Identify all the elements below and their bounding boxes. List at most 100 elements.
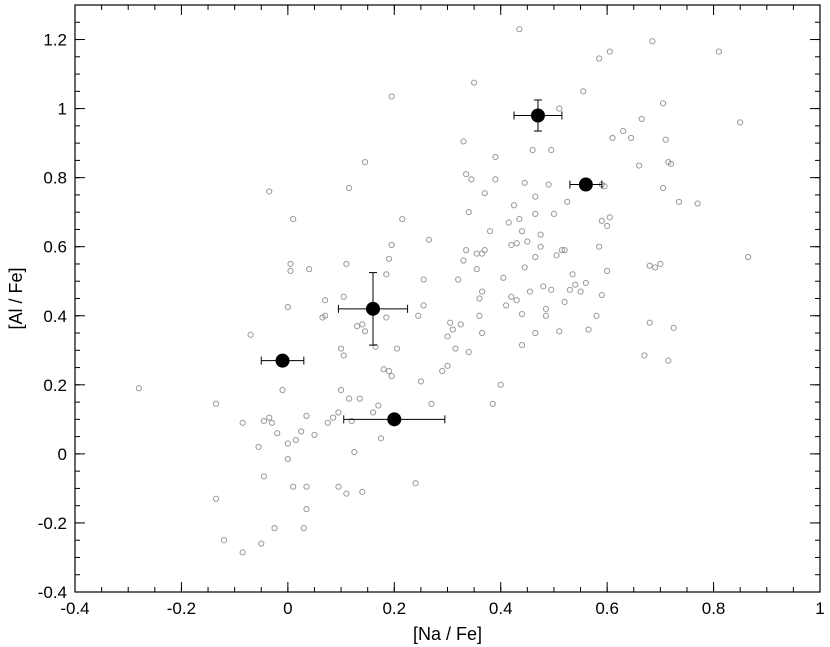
open-data-point bbox=[303, 483, 310, 490]
open-data-point bbox=[447, 319, 454, 326]
open-data-point bbox=[460, 257, 467, 264]
open-data-point bbox=[399, 215, 406, 223]
y-tick-label: -0.4 bbox=[38, 583, 67, 602]
open-data-point bbox=[620, 127, 627, 135]
open-data-point bbox=[359, 321, 366, 328]
open-data-point bbox=[353, 323, 361, 330]
open-data-point bbox=[476, 312, 483, 319]
open-data-point bbox=[412, 480, 419, 487]
open-data-point bbox=[335, 483, 342, 490]
open-data-point bbox=[465, 209, 472, 216]
open-data-point bbox=[580, 88, 587, 95]
open-data-point bbox=[537, 243, 544, 250]
open-data-point bbox=[311, 431, 318, 438]
filled-data-point bbox=[387, 412, 402, 427]
open-data-point bbox=[561, 247, 568, 254]
open-data-point bbox=[444, 333, 451, 340]
open-data-point bbox=[284, 440, 291, 447]
x-tick-label: 1 bbox=[815, 599, 824, 618]
open-data-point bbox=[258, 540, 265, 547]
open-data-point bbox=[266, 414, 273, 421]
open-data-point bbox=[287, 267, 294, 274]
open-data-point bbox=[420, 302, 427, 309]
open-data-point bbox=[737, 119, 744, 126]
open-data-point bbox=[420, 276, 427, 283]
open-data-point bbox=[585, 326, 592, 333]
open-data-point bbox=[255, 443, 262, 451]
open-data-point bbox=[279, 386, 286, 394]
open-data-point bbox=[646, 262, 653, 269]
y-tick-label: 0.2 bbox=[43, 376, 67, 395]
open-data-point bbox=[627, 134, 635, 142]
open-data-point bbox=[596, 55, 603, 62]
open-data-point bbox=[510, 202, 518, 209]
open-data-point bbox=[598, 291, 605, 299]
open-data-point bbox=[638, 115, 645, 123]
y-tick-label: 0 bbox=[58, 445, 67, 464]
open-data-point bbox=[463, 247, 470, 254]
open-data-point bbox=[324, 419, 331, 426]
open-data-point bbox=[542, 312, 550, 319]
open-data-point bbox=[303, 412, 310, 419]
filled-data-point bbox=[530, 108, 545, 123]
open-data-point bbox=[694, 200, 701, 207]
open-data-point bbox=[596, 243, 603, 250]
x-axis-label: [Na / Fe] bbox=[413, 624, 482, 644]
open-data-point bbox=[388, 93, 395, 100]
open-data-point bbox=[385, 255, 393, 262]
open-data-point bbox=[508, 293, 515, 300]
open-data-point bbox=[460, 138, 467, 145]
open-data-point bbox=[340, 293, 347, 300]
open-data-point bbox=[556, 328, 563, 335]
open-data-point bbox=[476, 295, 483, 302]
open-data-point bbox=[513, 240, 520, 247]
open-data-point bbox=[518, 342, 526, 349]
y-tick-label: 1 bbox=[58, 100, 67, 119]
open-data-point bbox=[550, 210, 558, 218]
open-data-point bbox=[489, 400, 496, 407]
open-data-point bbox=[274, 430, 281, 437]
open-data-point bbox=[518, 228, 526, 235]
open-data-point bbox=[212, 400, 220, 407]
plot-frame bbox=[74, 4, 821, 593]
open-data-point bbox=[556, 105, 563, 112]
open-data-point bbox=[532, 329, 539, 337]
open-data-point bbox=[271, 525, 278, 532]
open-data-point bbox=[598, 217, 605, 224]
open-data-point bbox=[415, 312, 422, 319]
open-data-point bbox=[380, 366, 387, 373]
open-data-point bbox=[428, 400, 435, 407]
open-data-point bbox=[322, 312, 329, 319]
open-data-point bbox=[361, 159, 369, 166]
open-data-point bbox=[662, 136, 669, 143]
open-data-point bbox=[500, 274, 507, 281]
open-data-point bbox=[548, 286, 555, 293]
open-data-point bbox=[505, 219, 512, 226]
open-data-point bbox=[303, 506, 310, 513]
open-data-point bbox=[335, 409, 342, 416]
open-data-point bbox=[606, 214, 613, 221]
open-data-point bbox=[322, 297, 329, 304]
open-data-point bbox=[417, 378, 424, 385]
open-data-point bbox=[577, 288, 584, 295]
open-data-point bbox=[521, 179, 528, 186]
open-data-point bbox=[351, 449, 358, 456]
open-data-point bbox=[452, 345, 459, 352]
open-data-point bbox=[356, 395, 363, 402]
open-data-point bbox=[572, 281, 579, 288]
open-data-point bbox=[463, 171, 470, 178]
y-tick-label: 0.6 bbox=[43, 238, 67, 257]
open-data-point bbox=[561, 298, 568, 306]
open-data-point bbox=[564, 198, 571, 205]
open-data-point bbox=[508, 241, 515, 249]
open-data-point bbox=[345, 184, 353, 192]
open-data-point bbox=[247, 331, 254, 338]
open-data-point bbox=[582, 279, 589, 287]
open-data-point bbox=[659, 100, 667, 107]
open-data-point bbox=[566, 286, 573, 293]
open-data-point bbox=[444, 362, 451, 369]
open-data-point bbox=[606, 48, 613, 55]
open-data-point bbox=[486, 228, 494, 235]
open-data-point bbox=[513, 297, 520, 304]
open-data-point bbox=[393, 345, 401, 352]
